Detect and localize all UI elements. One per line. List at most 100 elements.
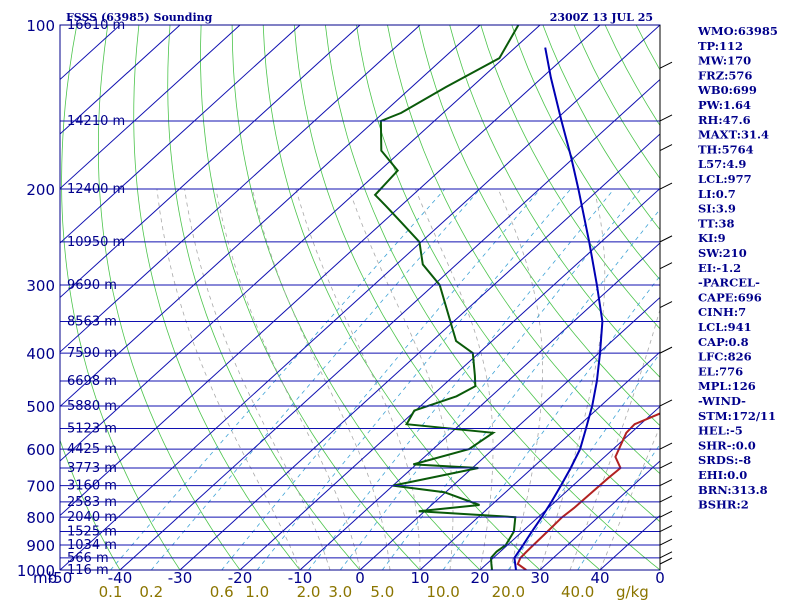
sounding-index: LCL:977: [698, 172, 752, 186]
isotherm-line: [119, 78, 660, 570]
background-lines: [60, 25, 660, 570]
sounding-index: TP:112: [698, 39, 743, 53]
isotherm-line: [60, 25, 541, 462]
wind-barb: [659, 510, 673, 518]
wind-barb: [659, 461, 673, 469]
wind-barb: [659, 557, 673, 565]
wind-barb: [659, 182, 673, 190]
sounding-index: FRZ:576: [698, 68, 752, 82]
sounding-index: MAXT:31.4: [698, 128, 769, 142]
sounding-index: EHI:0.0: [698, 468, 747, 482]
moist-adiabat-line: [569, 307, 660, 570]
wind-barb: [659, 301, 673, 309]
mixing-ratio-line: [381, 208, 660, 570]
isotherm-line: [299, 242, 660, 570]
wind-barb: [659, 538, 673, 546]
moist-adiabat-line: [184, 189, 331, 570]
temperature-tick-label: 30: [530, 569, 549, 587]
pressure-tick-labels: 100 200 300 400 500 600 700 800 900 1000: [17, 17, 55, 580]
sounding-index: CINH:7: [698, 305, 746, 319]
wind-barb: [659, 495, 673, 503]
temperature-tick-label: 0: [655, 569, 665, 587]
isotherm-line: [179, 133, 660, 570]
sounding-index: HEL:-5: [698, 424, 743, 438]
height-label: 1034 m: [67, 538, 117, 553]
sounding-indices-panel: WMO:63985TP:112MW:170FRZ:576WB0:699PW:1.…: [697, 24, 778, 512]
chart-title-left: FSSS (63985) Sounding: [66, 11, 213, 24]
temperature-tick-label: -30: [168, 569, 193, 587]
temperature-tick-label: 40: [590, 569, 609, 587]
isotherm-line: [60, 25, 361, 299]
height-label: 566 m: [67, 551, 109, 566]
wind-barb: [659, 144, 673, 152]
height-labels: 16610 m 14210 m 12400 m 10950 m 9690 m 8563 m…: [67, 18, 125, 578]
sounding-index: LI:0.7: [698, 187, 736, 201]
height-label: 1525 m: [67, 525, 117, 540]
wind-barb: [659, 525, 673, 532]
height-label: 6698 m: [67, 374, 117, 389]
mixing-ratio-line: [577, 443, 660, 570]
sounding-index: STM:172/11: [698, 409, 776, 423]
mixing-ratio-tick-label: 2.0: [297, 583, 321, 600]
mixing-ratio-tick-label: 1.0: [245, 583, 269, 600]
height-label: 5880 m: [67, 399, 117, 414]
wind-barb: [659, 399, 673, 407]
pressure-tick-label: 900: [26, 537, 55, 555]
wind-barb: [659, 61, 673, 69]
sounding-index: MW:170: [698, 54, 751, 68]
mixing-ratio-line: [110, 188, 446, 570]
sounding-index: L57:4.9: [698, 157, 746, 171]
mixing-ratio-units-label: g/kg: [616, 583, 649, 600]
moist-adiabat-line: [215, 189, 361, 570]
mixing-ratio-tick-label: 20.0: [492, 583, 525, 600]
wind-barb: [659, 479, 673, 487]
sounding-index: PW:1.64: [698, 98, 751, 112]
isotherm-line: [539, 460, 660, 570]
wind-profile: [659, 25, 673, 570]
sounding-index: LFC:826: [698, 350, 752, 364]
pressure-tick-label: 100: [26, 17, 55, 35]
dry-adiabat-line: [167, 25, 361, 570]
height-label: 2040 m: [67, 510, 117, 525]
series-line-1: [516, 412, 660, 570]
isotherm-line: [60, 25, 421, 353]
sounding-index: SW:210: [698, 246, 747, 260]
isotherm-line: [60, 25, 481, 408]
temperature-tick-label: -40: [108, 569, 133, 587]
mixing-ratio-tick-labels: 0.1 0.2 0.6 1.0 2.0 3.0 5.0 10.0 20.0 40.0: [99, 583, 595, 600]
isotherm-line: [60, 25, 601, 517]
pressure-tick-label: 200: [26, 181, 55, 199]
mixing-ratio-line: [221, 188, 541, 570]
temperature-tick-label: -10: [288, 569, 313, 587]
sounding-index: BSHR:2: [698, 498, 749, 512]
sounding-index: RH:47.6: [698, 113, 751, 127]
sounding-index: TH:5764: [698, 142, 754, 156]
wind-barb: [659, 262, 673, 270]
sounding-index: -WIND-: [698, 394, 746, 408]
temperature-tick-labels: -50 -40 -30 -20 -10 0 10 20 30 40 0: [48, 569, 665, 587]
height-label: 116 m: [67, 563, 109, 578]
mixing-ratio-tick-label: 0.6: [210, 583, 234, 600]
height-label: 16610 m: [67, 18, 125, 33]
mixing-ratio-tick-label: 3.0: [328, 583, 352, 600]
sounding-index: SHR-:0.0: [698, 438, 756, 452]
mixing-ratio-tick-label: 0.1: [99, 583, 123, 600]
temperature-tick-label: -20: [228, 569, 253, 587]
temperature-tick-label: -50: [48, 569, 73, 587]
height-label: 7590 m: [67, 346, 117, 361]
sounding-index: CAP:0.8: [698, 335, 749, 349]
height-label: 5123 m: [67, 421, 117, 436]
height-label: 3773 m: [67, 461, 117, 476]
sounding-index: WB0:699: [697, 83, 757, 97]
sounding-index: EI:-1.2: [698, 261, 741, 275]
height-label: 4425 m: [67, 442, 117, 457]
chart-title-right: 2300Z 13 JUL 25: [550, 11, 653, 24]
isotherm-line: [479, 405, 660, 570]
series-line-2: [373, 25, 520, 570]
isotherm-line: [359, 296, 660, 570]
sounding-index: WMO:63985: [697, 24, 778, 38]
pressure-tick-label: 600: [26, 441, 55, 459]
pressure-tick-label: 300: [26, 277, 55, 295]
height-label: 14210 m: [67, 114, 125, 129]
